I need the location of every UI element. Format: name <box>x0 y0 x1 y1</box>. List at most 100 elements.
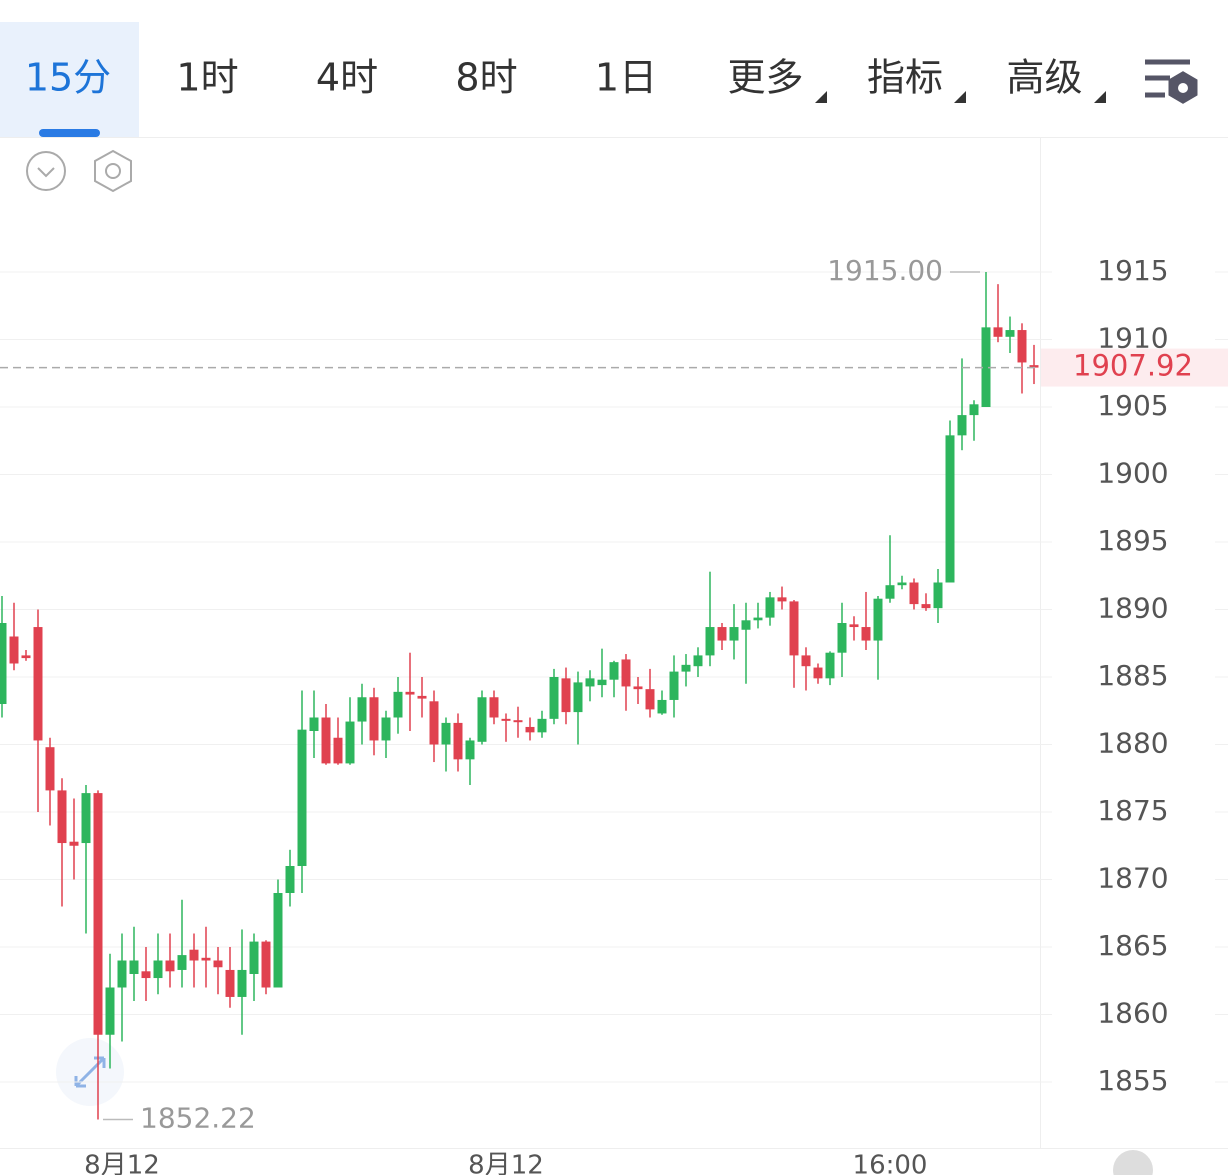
collapse-icon[interactable] <box>26 151 66 191</box>
candle-body <box>105 987 115 1035</box>
candle-body <box>141 971 151 979</box>
candle-body <box>9 636 19 664</box>
candle-body <box>477 697 487 742</box>
candle-body <box>789 601 799 656</box>
candle-body <box>57 790 67 844</box>
candle-body <box>909 582 919 605</box>
candle-body <box>837 623 847 653</box>
candle-body <box>297 729 307 866</box>
candle-body <box>657 699 667 714</box>
candle-body <box>513 720 523 723</box>
tab-label: 1时 <box>176 56 238 100</box>
candle-body <box>129 960 139 974</box>
y-tick-label: 1890 <box>1097 592 1168 625</box>
x-tick-label: 8月12 <box>468 1151 544 1175</box>
candle-body <box>0 623 7 704</box>
tab-underline <box>39 129 100 137</box>
candle-body <box>717 627 727 641</box>
candle-body <box>537 718 547 733</box>
candle-body <box>621 659 631 687</box>
candle-body <box>393 691 403 718</box>
candle-body <box>921 604 931 609</box>
candle-body <box>153 960 163 979</box>
candle-body <box>21 655 31 659</box>
y-tick-label: 1895 <box>1097 524 1168 557</box>
tab-label: 15分 <box>25 56 111 100</box>
candle-body <box>897 582 907 586</box>
candle-body <box>969 404 979 416</box>
candle-body <box>885 585 895 599</box>
candle-body <box>273 893 283 988</box>
tab[interactable]: 1日 <box>595 56 657 100</box>
candle-body <box>117 960 127 988</box>
candle-body <box>369 697 379 741</box>
gear-icon[interactable] <box>94 149 132 193</box>
y-tick-label: 1855 <box>1097 1064 1168 1097</box>
candle-body <box>225 969 235 997</box>
candle-body <box>249 941 259 974</box>
candle-body <box>1005 330 1015 337</box>
y-tick-label: 1900 <box>1097 457 1168 490</box>
candle-body <box>681 664 691 672</box>
settings-icon[interactable] <box>1145 59 1198 104</box>
candle-body <box>381 717 391 741</box>
y-tick-label: 1905 <box>1097 389 1168 422</box>
candle-body <box>1017 330 1027 363</box>
tab[interactable]: 15分 <box>0 22 139 137</box>
tab-label: 1日 <box>595 56 657 100</box>
tab-label: 更多 <box>727 56 803 100</box>
candle-body <box>813 667 823 679</box>
scroll-button[interactable] <box>1113 1150 1153 1175</box>
candle-body <box>597 679 607 686</box>
candle-body <box>729 627 739 641</box>
tab[interactable]: 高级 <box>1006 56 1082 100</box>
candle-body <box>237 969 247 997</box>
x-tick-label: 16:00 <box>853 1151 928 1175</box>
y-tick-label: 1870 <box>1097 862 1168 895</box>
tab[interactable]: 更多 <box>727 56 803 100</box>
candle-body <box>765 597 775 618</box>
candle-body <box>345 721 355 764</box>
tab-highlight <box>0 22 139 137</box>
candle-body <box>321 717 331 764</box>
y-tick-label: 1860 <box>1097 997 1168 1030</box>
candle-body <box>429 701 439 745</box>
tab[interactable]: 8时 <box>455 56 517 100</box>
candle-body <box>465 740 475 760</box>
candle-body <box>441 722 451 745</box>
candle-body <box>609 662 619 680</box>
candle-body <box>165 960 175 972</box>
candle-body <box>777 597 787 602</box>
plot: 1907.92 1915.00 1852.22 <box>0 254 1228 1135</box>
candle-body <box>81 793 91 844</box>
high-marker-label: 1915.00 <box>827 254 943 287</box>
candle-body <box>177 955 187 970</box>
candle-body <box>645 689 655 710</box>
candle-body <box>849 624 859 628</box>
candle-body <box>453 722 463 760</box>
tab[interactable]: 1时 <box>176 56 238 100</box>
tab[interactable]: 4时 <box>316 56 378 100</box>
y-tick-label: 1875 <box>1097 794 1168 827</box>
candle-body <box>201 957 211 961</box>
expand-button[interactable] <box>56 1038 124 1106</box>
candle-body <box>585 678 595 687</box>
toolbar <box>0 0 1228 137</box>
candle-body <box>69 841 79 846</box>
tab-label: 4时 <box>316 56 378 100</box>
tab[interactable]: 指标 <box>867 56 943 100</box>
candle-body <box>501 718 511 721</box>
last-price-tag <box>1041 348 1228 387</box>
last-price-label: 1907.92 <box>1073 349 1193 383</box>
candle-body <box>405 691 415 695</box>
candle-body <box>525 726 535 733</box>
y-tick-label: 1880 <box>1097 727 1168 760</box>
candle-body <box>261 941 271 988</box>
candle-body <box>861 627 871 641</box>
candle-body <box>33 627 43 741</box>
candle-body <box>285 866 295 893</box>
y-tick-label: 1885 <box>1097 659 1168 692</box>
tab-label: 8时 <box>455 56 517 100</box>
